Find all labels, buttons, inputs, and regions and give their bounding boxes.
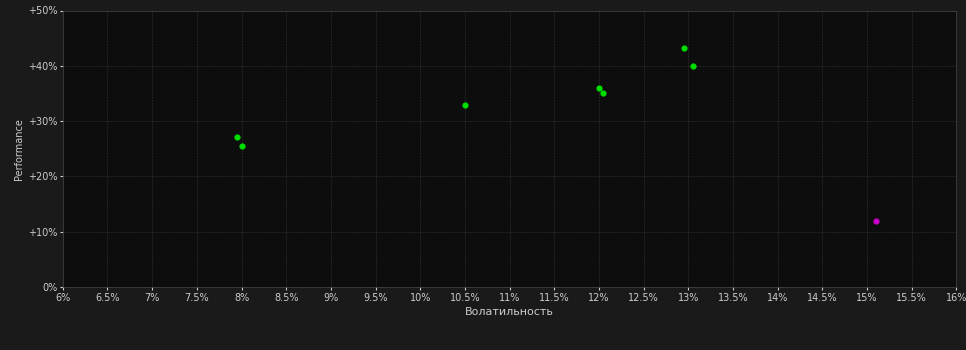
- Point: [591, 85, 607, 91]
- Point: [457, 102, 472, 107]
- Point: [868, 218, 884, 223]
- Point: [685, 63, 700, 69]
- Point: [596, 91, 611, 96]
- X-axis label: Волатильность: Волатильность: [465, 307, 554, 317]
- Point: [229, 134, 244, 139]
- Y-axis label: Performance: Performance: [14, 118, 23, 180]
- Point: [676, 45, 692, 51]
- Point: [234, 143, 249, 149]
